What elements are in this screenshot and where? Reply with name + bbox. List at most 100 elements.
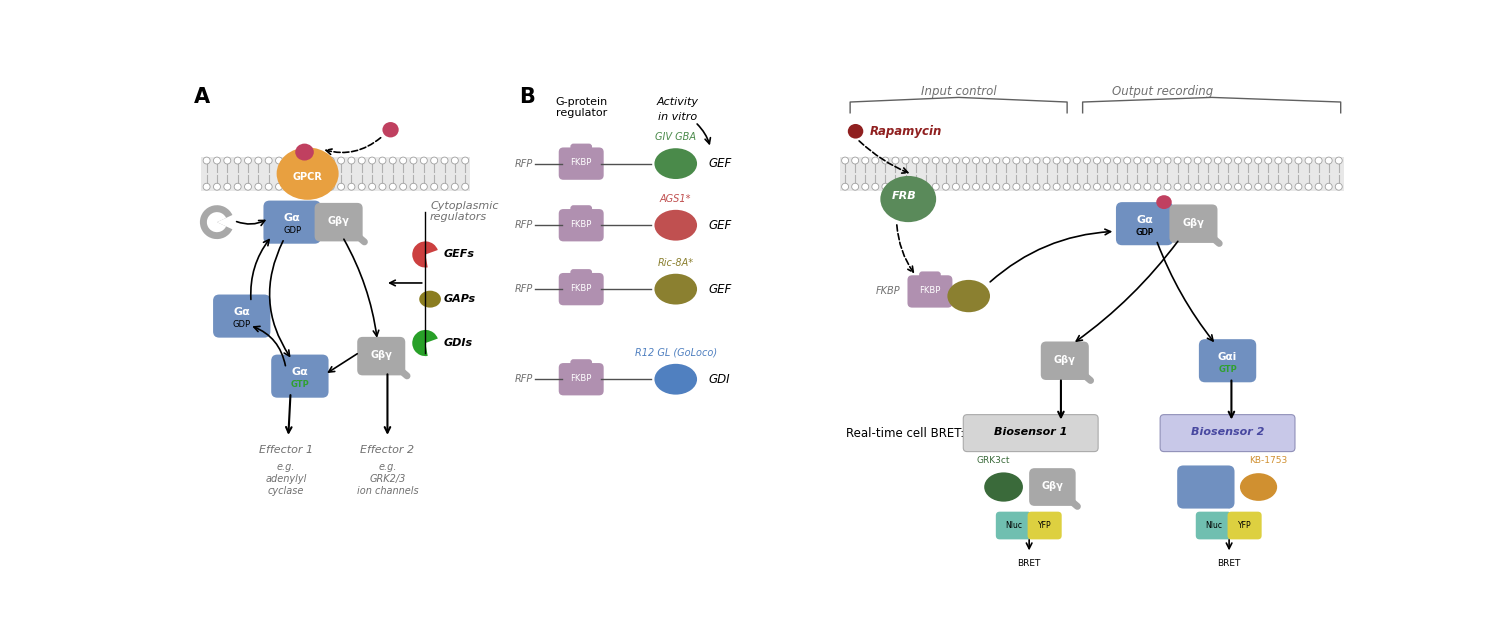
Circle shape <box>1264 183 1272 190</box>
Circle shape <box>327 183 334 190</box>
FancyBboxPatch shape <box>357 337 405 375</box>
Circle shape <box>380 157 386 164</box>
Circle shape <box>892 183 898 190</box>
Circle shape <box>842 157 849 164</box>
Circle shape <box>1275 157 1282 164</box>
Circle shape <box>1164 183 1172 190</box>
Circle shape <box>1144 183 1150 190</box>
Text: GIV GBA: GIV GBA <box>656 132 696 142</box>
Circle shape <box>202 183 210 190</box>
Text: Output recording: Output recording <box>1112 85 1214 98</box>
FancyBboxPatch shape <box>315 203 363 241</box>
Circle shape <box>1094 157 1101 164</box>
Circle shape <box>1124 183 1131 190</box>
Circle shape <box>399 183 406 190</box>
Circle shape <box>1245 157 1251 164</box>
Circle shape <box>1113 157 1120 164</box>
Circle shape <box>1174 157 1180 164</box>
Circle shape <box>390 183 396 190</box>
Circle shape <box>244 157 252 164</box>
Text: YFP: YFP <box>1038 521 1052 530</box>
Circle shape <box>1083 157 1090 164</box>
Text: in vitro: in vitro <box>657 112 698 122</box>
Circle shape <box>1275 183 1282 190</box>
Circle shape <box>1254 183 1262 190</box>
Circle shape <box>358 183 366 190</box>
Circle shape <box>1042 183 1050 190</box>
FancyBboxPatch shape <box>558 209 603 241</box>
Circle shape <box>922 157 928 164</box>
Circle shape <box>1064 183 1070 190</box>
Circle shape <box>952 183 960 190</box>
FancyBboxPatch shape <box>272 355 328 398</box>
Circle shape <box>912 183 920 190</box>
Circle shape <box>1335 183 1342 190</box>
Circle shape <box>327 157 334 164</box>
Circle shape <box>852 157 858 164</box>
Text: BRET: BRET <box>1017 559 1041 568</box>
Text: GRK3ct: GRK3ct <box>976 456 1011 465</box>
Circle shape <box>1074 157 1080 164</box>
FancyBboxPatch shape <box>1170 204 1218 243</box>
Circle shape <box>420 157 428 164</box>
Text: AGS1*: AGS1* <box>660 193 692 204</box>
Circle shape <box>882 183 890 190</box>
Text: GEF: GEF <box>708 219 732 232</box>
Circle shape <box>1023 183 1031 190</box>
Ellipse shape <box>419 291 441 308</box>
FancyBboxPatch shape <box>1178 465 1234 509</box>
Circle shape <box>972 157 980 164</box>
Ellipse shape <box>276 147 339 200</box>
Circle shape <box>266 183 272 190</box>
FancyArrowPatch shape <box>400 370 406 376</box>
Circle shape <box>982 157 990 164</box>
Text: FKBP: FKBP <box>876 286 900 296</box>
FancyBboxPatch shape <box>1227 512 1262 539</box>
Text: Gβγ: Gβγ <box>370 350 392 360</box>
Text: Nluc: Nluc <box>1204 521 1222 530</box>
Circle shape <box>1215 157 1221 164</box>
Text: GDI: GDI <box>708 373 730 386</box>
FancyBboxPatch shape <box>570 143 592 159</box>
Ellipse shape <box>654 364 698 394</box>
Text: Gβγ: Gβγ <box>1041 481 1064 491</box>
Circle shape <box>1053 157 1060 164</box>
Text: YFP: YFP <box>1238 521 1251 530</box>
Ellipse shape <box>382 122 399 137</box>
Circle shape <box>338 183 345 190</box>
Text: GEF: GEF <box>708 283 732 296</box>
Circle shape <box>922 183 928 190</box>
Circle shape <box>972 183 980 190</box>
Circle shape <box>420 183 428 190</box>
FancyBboxPatch shape <box>264 200 321 244</box>
FancyBboxPatch shape <box>1198 339 1256 382</box>
Circle shape <box>852 183 858 190</box>
Circle shape <box>902 157 909 164</box>
FancyBboxPatch shape <box>1182 468 1228 506</box>
FancyBboxPatch shape <box>963 415 1098 452</box>
Circle shape <box>244 183 252 190</box>
Circle shape <box>1234 183 1242 190</box>
Circle shape <box>462 183 468 190</box>
Ellipse shape <box>1156 195 1172 209</box>
Circle shape <box>1034 157 1040 164</box>
Circle shape <box>462 157 468 164</box>
FancyBboxPatch shape <box>558 273 603 305</box>
Circle shape <box>1134 183 1140 190</box>
FancyArrowPatch shape <box>1071 501 1077 506</box>
Text: A: A <box>194 87 210 107</box>
FancyBboxPatch shape <box>570 359 592 375</box>
Text: Gβγ: Gβγ <box>1182 218 1204 228</box>
Circle shape <box>942 157 950 164</box>
Circle shape <box>993 157 999 164</box>
Circle shape <box>202 157 210 164</box>
FancyBboxPatch shape <box>1029 468 1075 506</box>
Circle shape <box>1245 183 1251 190</box>
Circle shape <box>1042 157 1050 164</box>
Circle shape <box>430 157 438 164</box>
Text: GPCR: GPCR <box>292 172 322 182</box>
Text: GAPs: GAPs <box>444 294 476 304</box>
Text: Biosensor 1: Biosensor 1 <box>994 427 1068 437</box>
Circle shape <box>1305 183 1312 190</box>
Circle shape <box>1215 183 1221 190</box>
